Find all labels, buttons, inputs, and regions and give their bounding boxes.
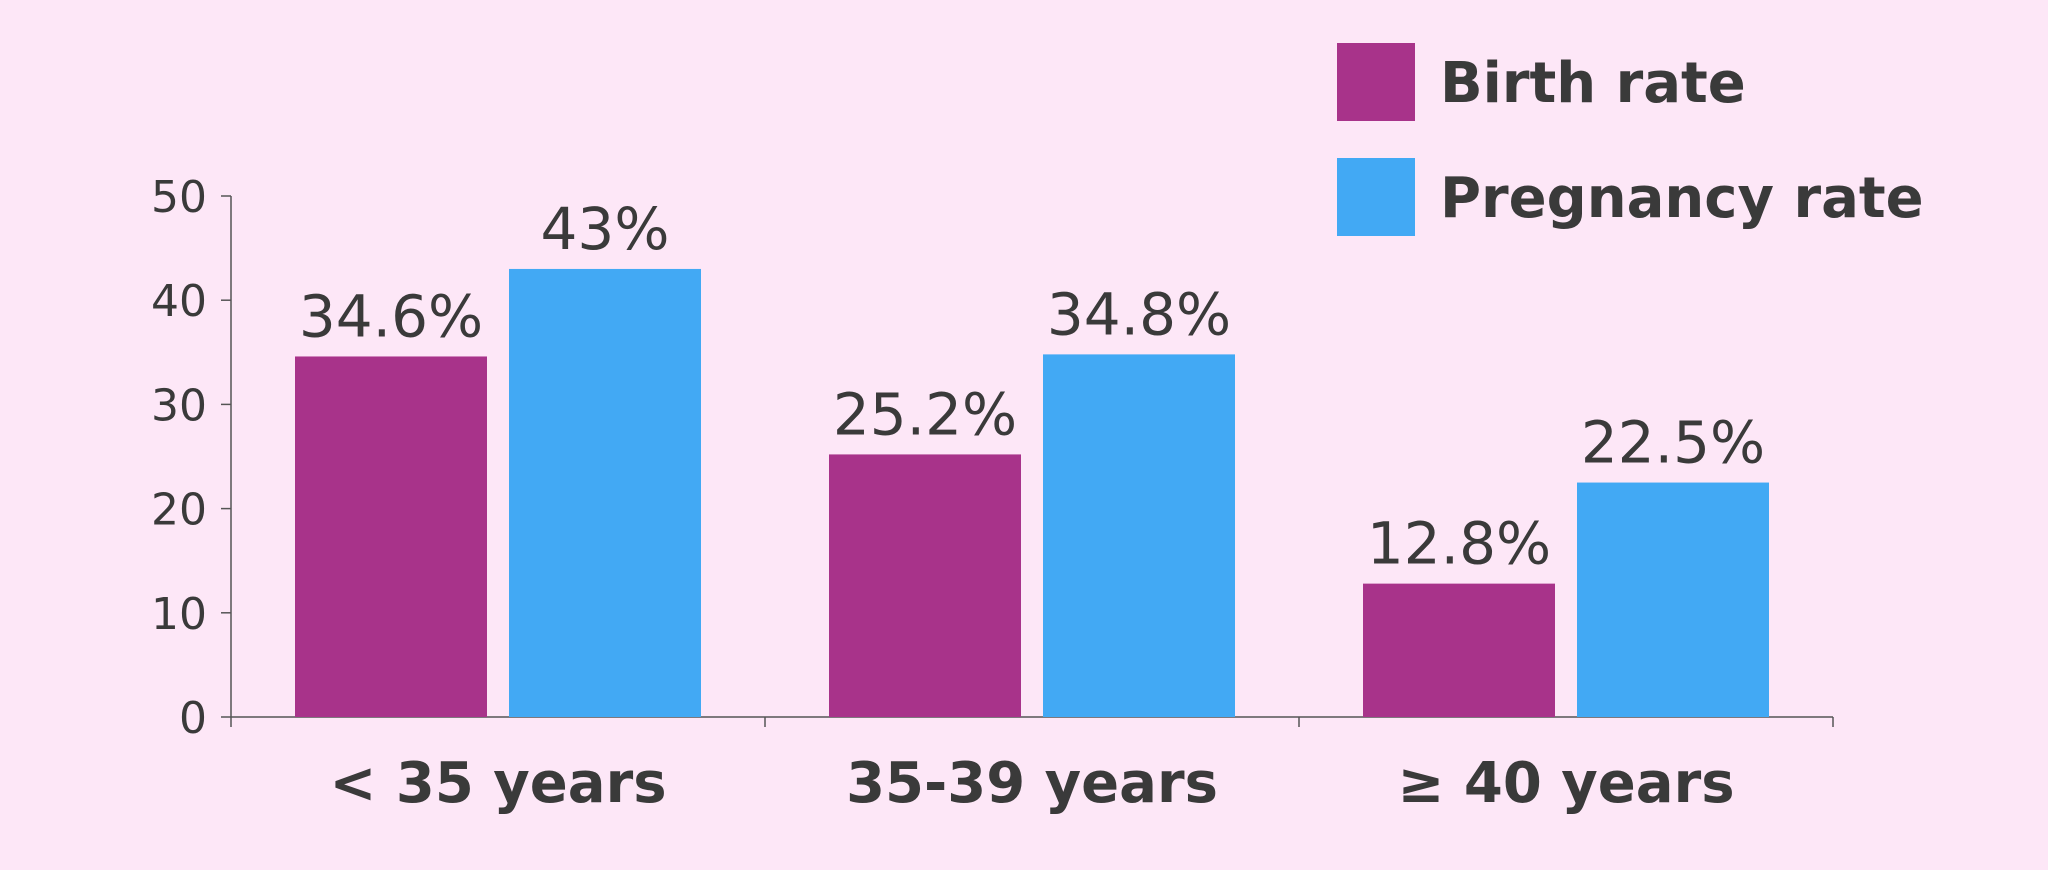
legend: Birth rate Pregnancy rate bbox=[1337, 43, 1924, 236]
y-tick-label: 30 bbox=[151, 380, 207, 431]
bar-birth-rate-3 bbox=[1363, 583, 1555, 717]
y-tick-label: 0 bbox=[179, 693, 207, 744]
data-label-birth-rate-2: 25.2% bbox=[833, 380, 1017, 448]
category-label-1: < 35 years bbox=[329, 751, 666, 816]
axes: 0 10 20 30 40 50 bbox=[151, 172, 1834, 744]
y-tick-label: 20 bbox=[151, 485, 207, 536]
y-tick-label: 40 bbox=[151, 276, 207, 327]
bar-pregnancy-rate-1 bbox=[509, 268, 701, 717]
y-tick-label: 10 bbox=[151, 589, 207, 640]
bar-pregnancy-rate-3 bbox=[1577, 482, 1769, 717]
bars bbox=[295, 268, 1769, 717]
data-label-birth-rate-1: 34.6% bbox=[299, 282, 483, 350]
legend-swatch-pregnancy-rate bbox=[1337, 158, 1415, 236]
data-label-birth-rate-3: 12.8% bbox=[1367, 510, 1551, 578]
data-label-pregnancy-rate-1: 43% bbox=[541, 195, 670, 263]
legend-swatch-birth-rate bbox=[1337, 43, 1415, 121]
category-label-3: ≥ 40 years bbox=[1397, 751, 1734, 816]
legend-label-pregnancy-rate: Pregnancy rate bbox=[1440, 166, 1924, 231]
category-labels: < 35 years 35-39 years ≥ 40 years bbox=[329, 751, 1734, 816]
category-label-2: 35-39 years bbox=[846, 751, 1218, 816]
y-tick-label: 50 bbox=[151, 172, 207, 223]
legend-label-birth-rate: Birth rate bbox=[1440, 51, 1746, 116]
bar-birth-rate-1 bbox=[295, 356, 487, 717]
data-label-pregnancy-rate-3: 22.5% bbox=[1581, 409, 1765, 477]
bar-pregnancy-rate-2 bbox=[1043, 354, 1235, 717]
data-labels: 34.6% 43% 25.2% 34.8% 12.8% 22.5% bbox=[299, 195, 1765, 578]
data-label-pregnancy-rate-2: 34.8% bbox=[1047, 280, 1231, 348]
bar-birth-rate-2 bbox=[829, 454, 1021, 717]
